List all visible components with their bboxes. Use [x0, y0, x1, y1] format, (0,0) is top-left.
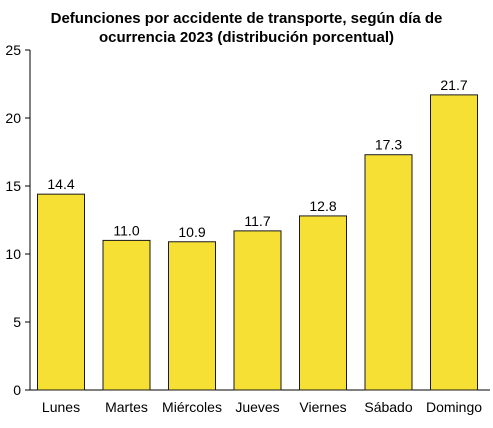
bar-domingo — [430, 94, 478, 391]
chart-title: Defunciones por accidente de transporte,… — [0, 9, 493, 47]
y-tick-label: 15 — [5, 178, 21, 194]
category-label: Sábado — [364, 399, 412, 415]
bar-miércoles — [168, 241, 216, 391]
category-label: Viernes — [299, 399, 346, 415]
data-label: 11.0 — [113, 222, 139, 238]
data-label: 17.3 — [375, 137, 402, 153]
data-label: 14.4 — [47, 176, 74, 192]
bar-martes — [102, 239, 151, 391]
y-tick-label: 10 — [5, 246, 21, 262]
bar-lunes — [37, 193, 85, 391]
data-label: 21.7 — [440, 77, 467, 93]
chart-bars — [37, 94, 478, 391]
chart-title-line-1: Defunciones por accidente de transporte,… — [50, 10, 443, 27]
y-tick-label: 25 — [5, 42, 21, 58]
data-label: 12.8 — [309, 198, 336, 214]
data-label: 10.9 — [178, 224, 205, 240]
category-label: Miércoles — [162, 399, 222, 415]
category-label: Domingo — [426, 399, 482, 415]
y-tick-label: 20 — [5, 110, 21, 126]
category-label: Jueves — [235, 399, 279, 415]
data-label: 11.7 — [244, 213, 270, 229]
chart-title-line-2: ocurrencia 2023 (distribución porcentual… — [98, 29, 395, 46]
y-tick-label: 0 — [13, 382, 21, 398]
bar-jueves — [233, 230, 282, 391]
chart-labels: 14.4 Lunes 11.0 Martes 10.9 Miércoles 11.7 Juev… — [42, 77, 482, 415]
bar-sábado — [364, 154, 413, 391]
category-label: Lunes — [42, 399, 80, 415]
y-tick-label: 5 — [13, 314, 21, 330]
bar-viernes — [299, 215, 347, 391]
category-label: Martes — [105, 399, 148, 415]
